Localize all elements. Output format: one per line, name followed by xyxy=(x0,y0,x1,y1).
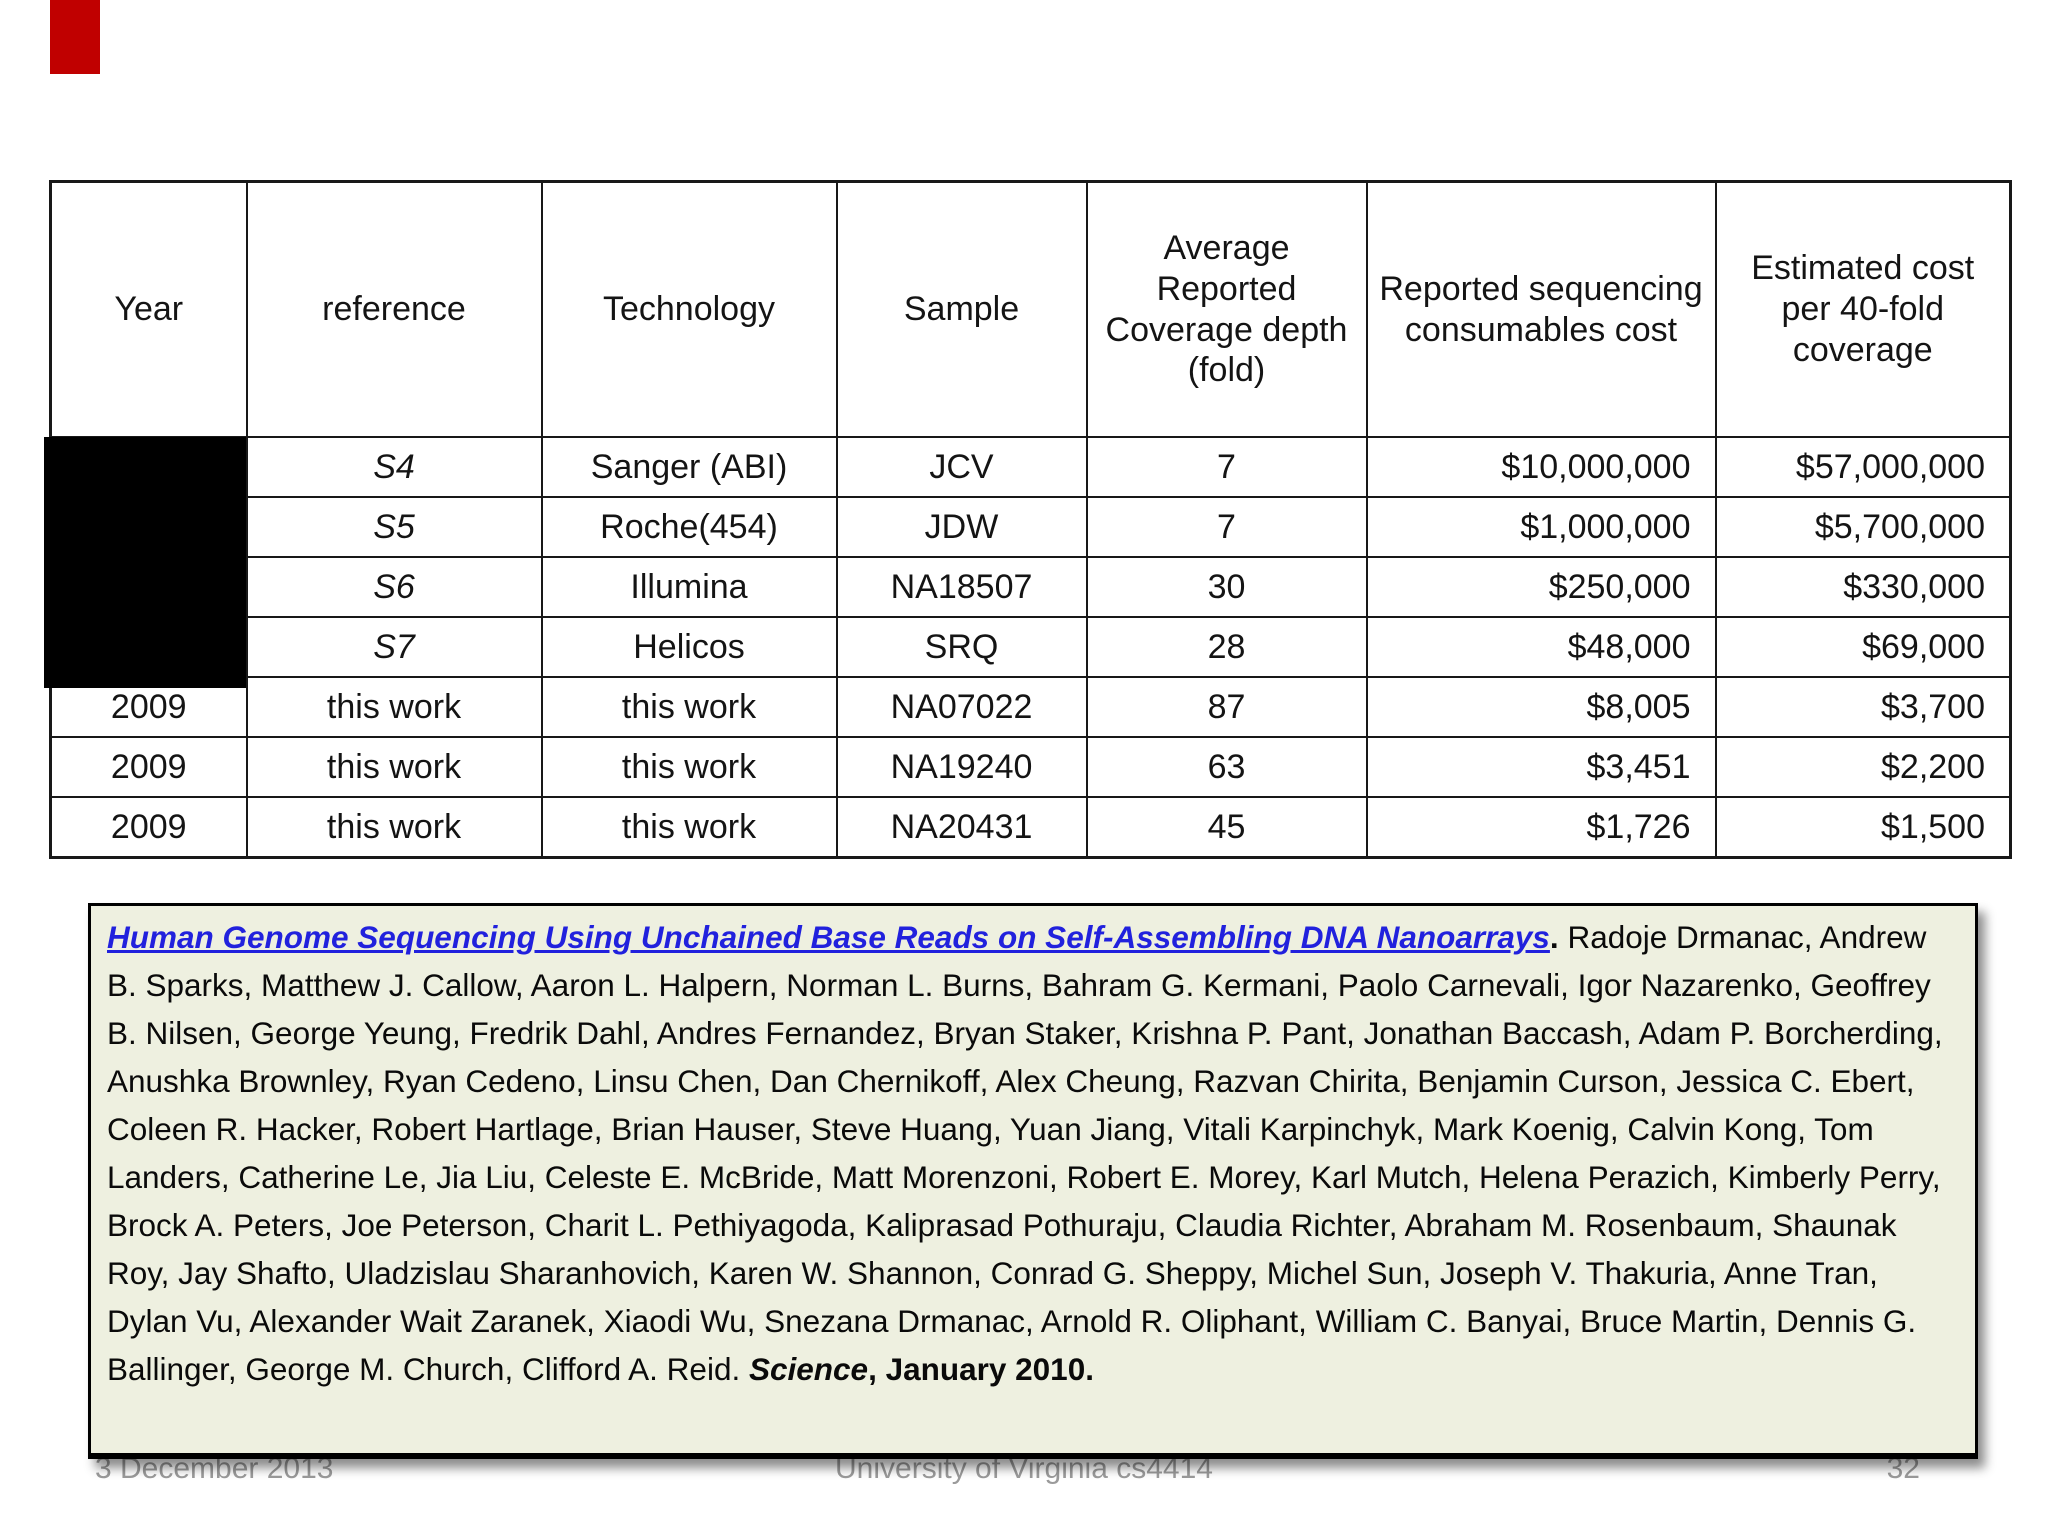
cell-consumables-cost: $250,000 xyxy=(1365,556,1717,618)
table-row: S6 Illumina NA18507 30 $250,000 $330,000 xyxy=(49,556,2012,618)
table-row: 2009 this work this work NA19240 63 $3,4… xyxy=(49,736,2012,798)
cell-cost-per-40fold: $57,000,000 xyxy=(1714,436,2012,498)
cell-coverage: 30 xyxy=(1085,556,1368,618)
cell-reference: this work xyxy=(245,736,543,798)
cell-sample: NA19240 xyxy=(835,736,1088,798)
citation-journal: Science xyxy=(748,1351,869,1387)
citation-authors: Radoje Drmanac, Andrew B. Sparks, Matthe… xyxy=(107,919,1943,1387)
col-header-reference: reference xyxy=(245,180,543,438)
cell-year: 2009 xyxy=(49,796,248,859)
col-header-consumables-cost: Reported sequencing consumables cost xyxy=(1365,180,1717,438)
col-header-year: Year xyxy=(49,180,248,438)
cell-technology: Helicos xyxy=(540,616,838,678)
cell-coverage: 63 xyxy=(1085,736,1368,798)
cell-sample: NA18507 xyxy=(835,556,1088,618)
col-header-technology: Technology xyxy=(540,180,838,438)
slide-red-flag-decoration xyxy=(50,0,100,74)
cell-cost-per-40fold: $2,200 xyxy=(1714,736,2012,798)
table-row: S5 Roche(454) JDW 7 $1,000,000 $5,700,00… xyxy=(49,496,2012,558)
cell-cost-per-40fold: $330,000 xyxy=(1714,556,2012,618)
col-header-sample: Sample xyxy=(835,180,1088,438)
cell-coverage: 28 xyxy=(1085,616,1368,678)
cell-consumables-cost: $10,000,000 xyxy=(1365,436,1717,498)
cell-coverage: 45 xyxy=(1085,796,1368,859)
cell-technology: Sanger (ABI) xyxy=(540,436,838,498)
cell-technology: this work xyxy=(540,796,838,859)
table-row: 2009 this work this work NA07022 87 $8,0… xyxy=(49,676,2012,738)
cell-sample: NA07022 xyxy=(835,676,1088,738)
cell-coverage: 7 xyxy=(1085,436,1368,498)
cell-consumables-cost: $3,451 xyxy=(1365,736,1717,798)
table-row: S7 Helicos SRQ 28 $48,000 $69,000 xyxy=(49,616,2012,678)
table-row: S4 Sanger (ABI) JCV 7 $10,000,000 $57,00… xyxy=(49,436,2012,498)
cell-consumables-cost: $8,005 xyxy=(1365,676,1717,738)
year-column-redaction-rect xyxy=(44,437,246,688)
sequencing-cost-table: Year reference Technology Sample Average… xyxy=(49,180,2012,859)
citation-title-dot: . xyxy=(1549,919,1559,955)
cell-technology: this work xyxy=(540,676,838,738)
cell-coverage: 87 xyxy=(1085,676,1368,738)
cell-technology: this work xyxy=(540,736,838,798)
table-row: 2009 this work this work NA20431 45 $1,7… xyxy=(49,796,2012,859)
citation-title-link[interactable]: Human Genome Sequencing Using Unchained … xyxy=(107,919,1550,955)
cell-consumables-cost: $48,000 xyxy=(1365,616,1717,678)
citation-box: Human Genome Sequencing Using Unchained … xyxy=(88,903,1978,1459)
cell-technology: Illumina xyxy=(540,556,838,618)
table-header-row: Year reference Technology Sample Average… xyxy=(49,180,2012,438)
cell-reference: S5 xyxy=(245,496,543,558)
cell-reference: S6 xyxy=(245,556,543,618)
cell-technology: Roche(454) xyxy=(540,496,838,558)
cell-reference: S7 xyxy=(245,616,543,678)
cell-sample: SRQ xyxy=(835,616,1088,678)
citation-journal-date: , January 2010. xyxy=(868,1351,1094,1387)
cell-cost-per-40fold: $5,700,000 xyxy=(1714,496,2012,558)
cell-year: 2009 xyxy=(49,736,248,798)
cell-cost-per-40fold: $3,700 xyxy=(1714,676,2012,738)
cell-cost-per-40fold: $69,000 xyxy=(1714,616,2012,678)
cell-sample: JCV xyxy=(835,436,1088,498)
col-header-coverage: Average Reported Coverage depth (fold) xyxy=(1085,180,1368,438)
cell-reference: S4 xyxy=(245,436,543,498)
cell-consumables-cost: $1,000,000 xyxy=(1365,496,1717,558)
cell-sample: NA20431 xyxy=(835,796,1088,859)
cell-reference: this work xyxy=(245,676,543,738)
cell-reference: this work xyxy=(245,796,543,859)
cell-consumables-cost: $1,726 xyxy=(1365,796,1717,859)
cell-sample: JDW xyxy=(835,496,1088,558)
col-header-cost-per-40fold: Estimated cost per 40-fold coverage xyxy=(1714,180,2012,438)
cell-cost-per-40fold: $1,500 xyxy=(1714,796,2012,859)
cell-coverage: 7 xyxy=(1085,496,1368,558)
